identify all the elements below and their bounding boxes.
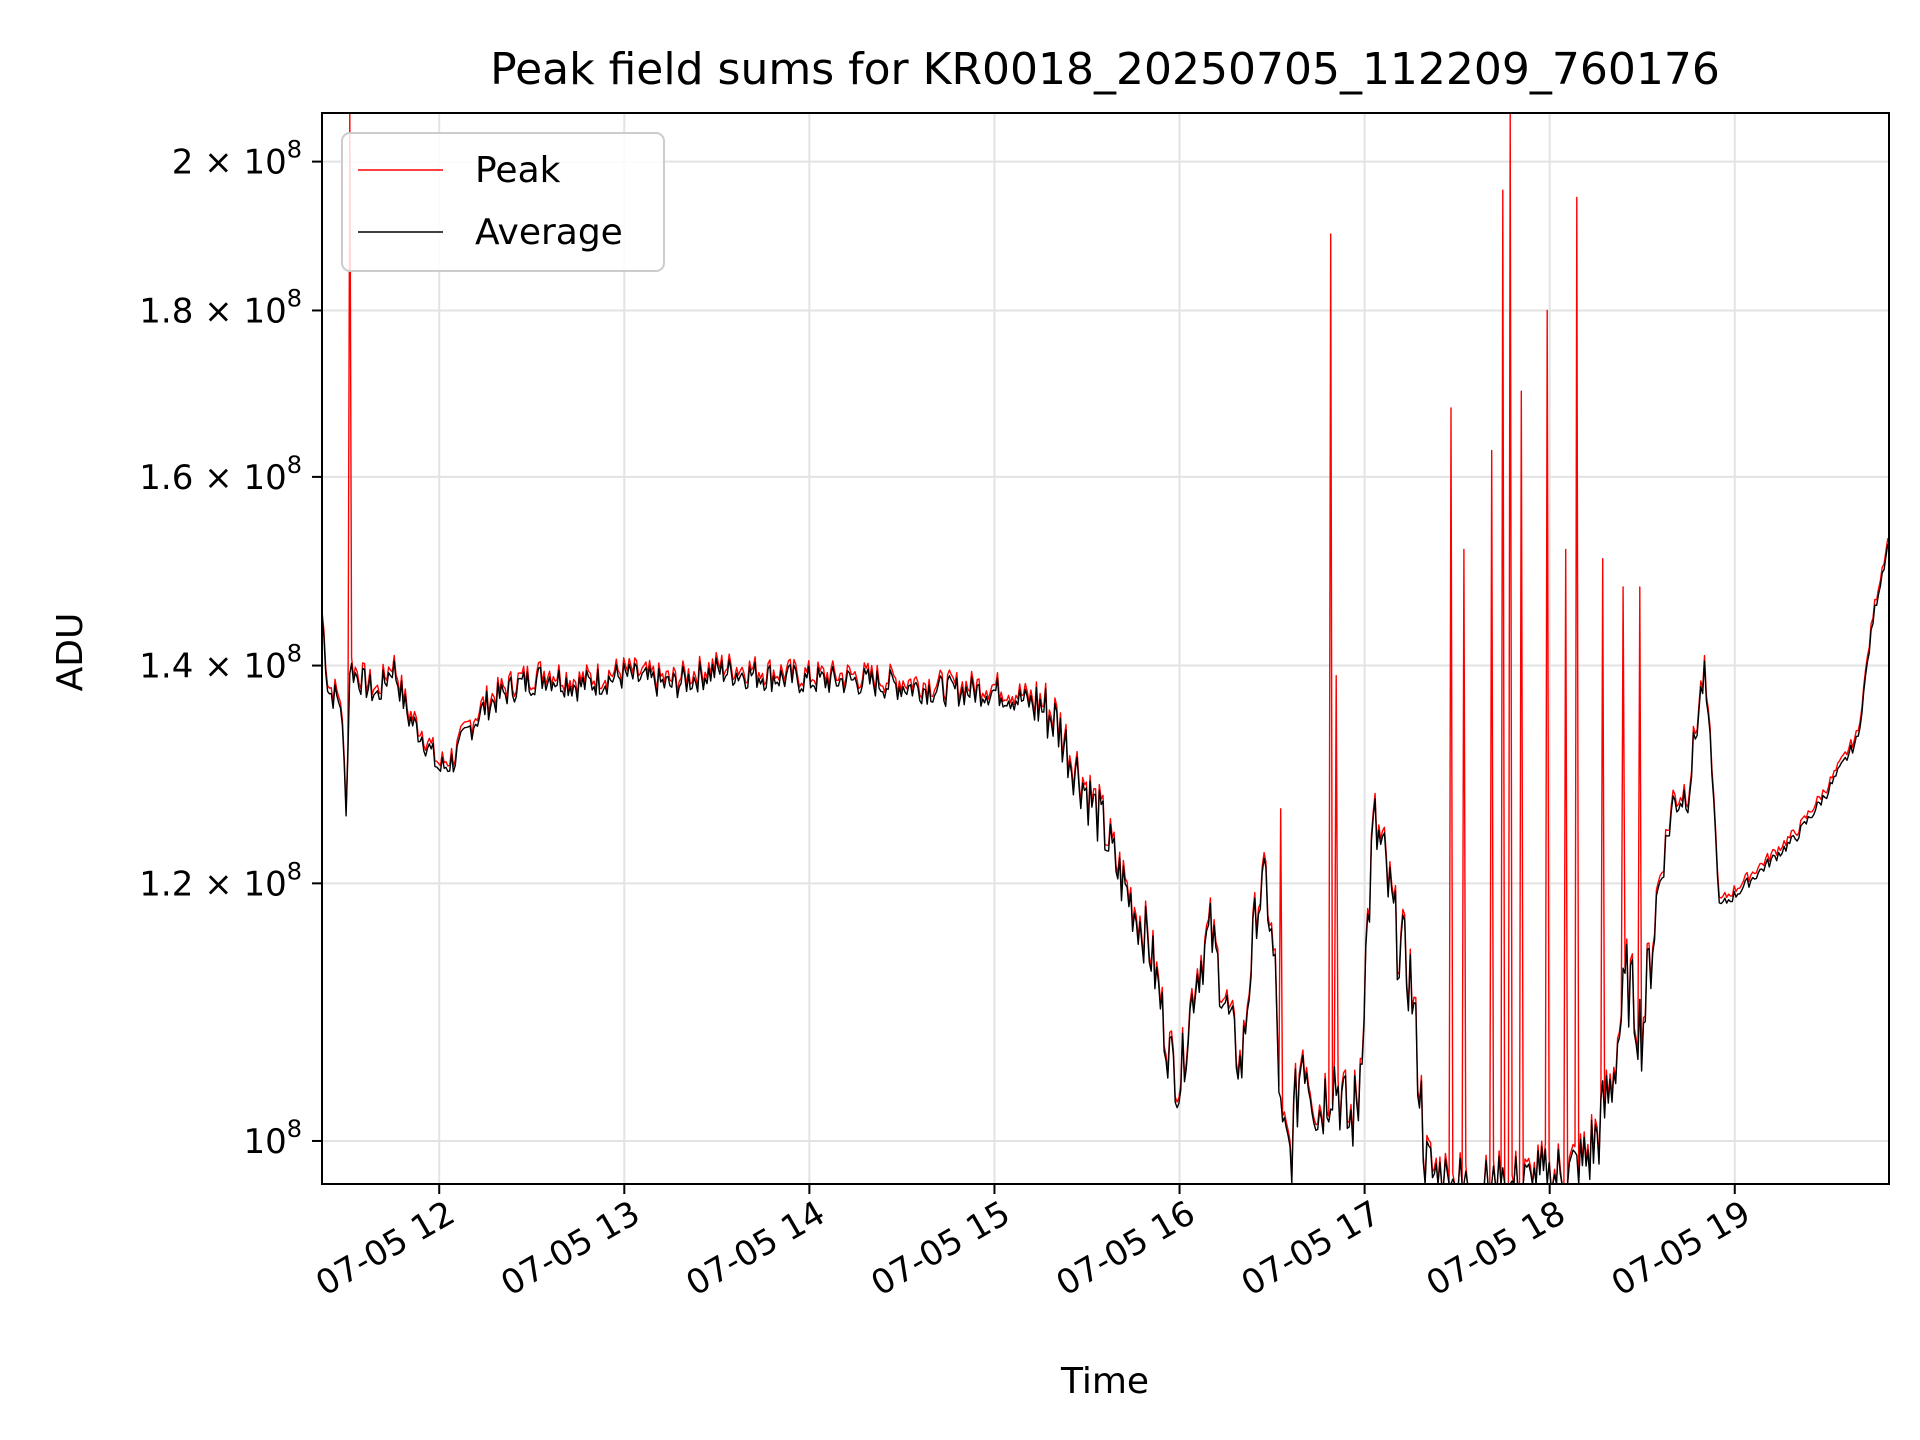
series-line-average: [321, 543, 1889, 1185]
y-tick-exponent: 8: [287, 640, 302, 668]
grid-lines: [322, 113, 1889, 1184]
y-tick-exponent: 8: [287, 451, 302, 479]
legend-label-peak: Peak: [475, 150, 561, 191]
legend-label-average: Average: [475, 212, 623, 253]
legend: Peak Average: [341, 132, 665, 272]
legend-box: [341, 132, 665, 272]
y-tick-exponent: 8: [287, 1115, 302, 1143]
y-tick-exponent: 8: [287, 284, 302, 312]
y-tick-label: 1.2 × 108: [139, 857, 302, 904]
series-layer: [321, 112, 1889, 1185]
plot-frame: [321, 112, 1890, 1185]
chart-title: Peak field sums for KR0018_20250705_1122…: [490, 44, 1720, 95]
y-tick-exponent: 8: [287, 857, 302, 885]
y-tick-exponent: 8: [287, 136, 302, 164]
y-tick-label: 1.6 × 108: [139, 451, 302, 498]
y-tick-label: 2 × 108: [172, 136, 302, 183]
y-axis-label: ADU: [50, 613, 91, 692]
y-tick-label: 1.4 × 108: [139, 640, 302, 687]
y-tick-label: 1.8 × 108: [139, 284, 302, 331]
x-axis-label: Time: [1060, 1361, 1149, 1402]
